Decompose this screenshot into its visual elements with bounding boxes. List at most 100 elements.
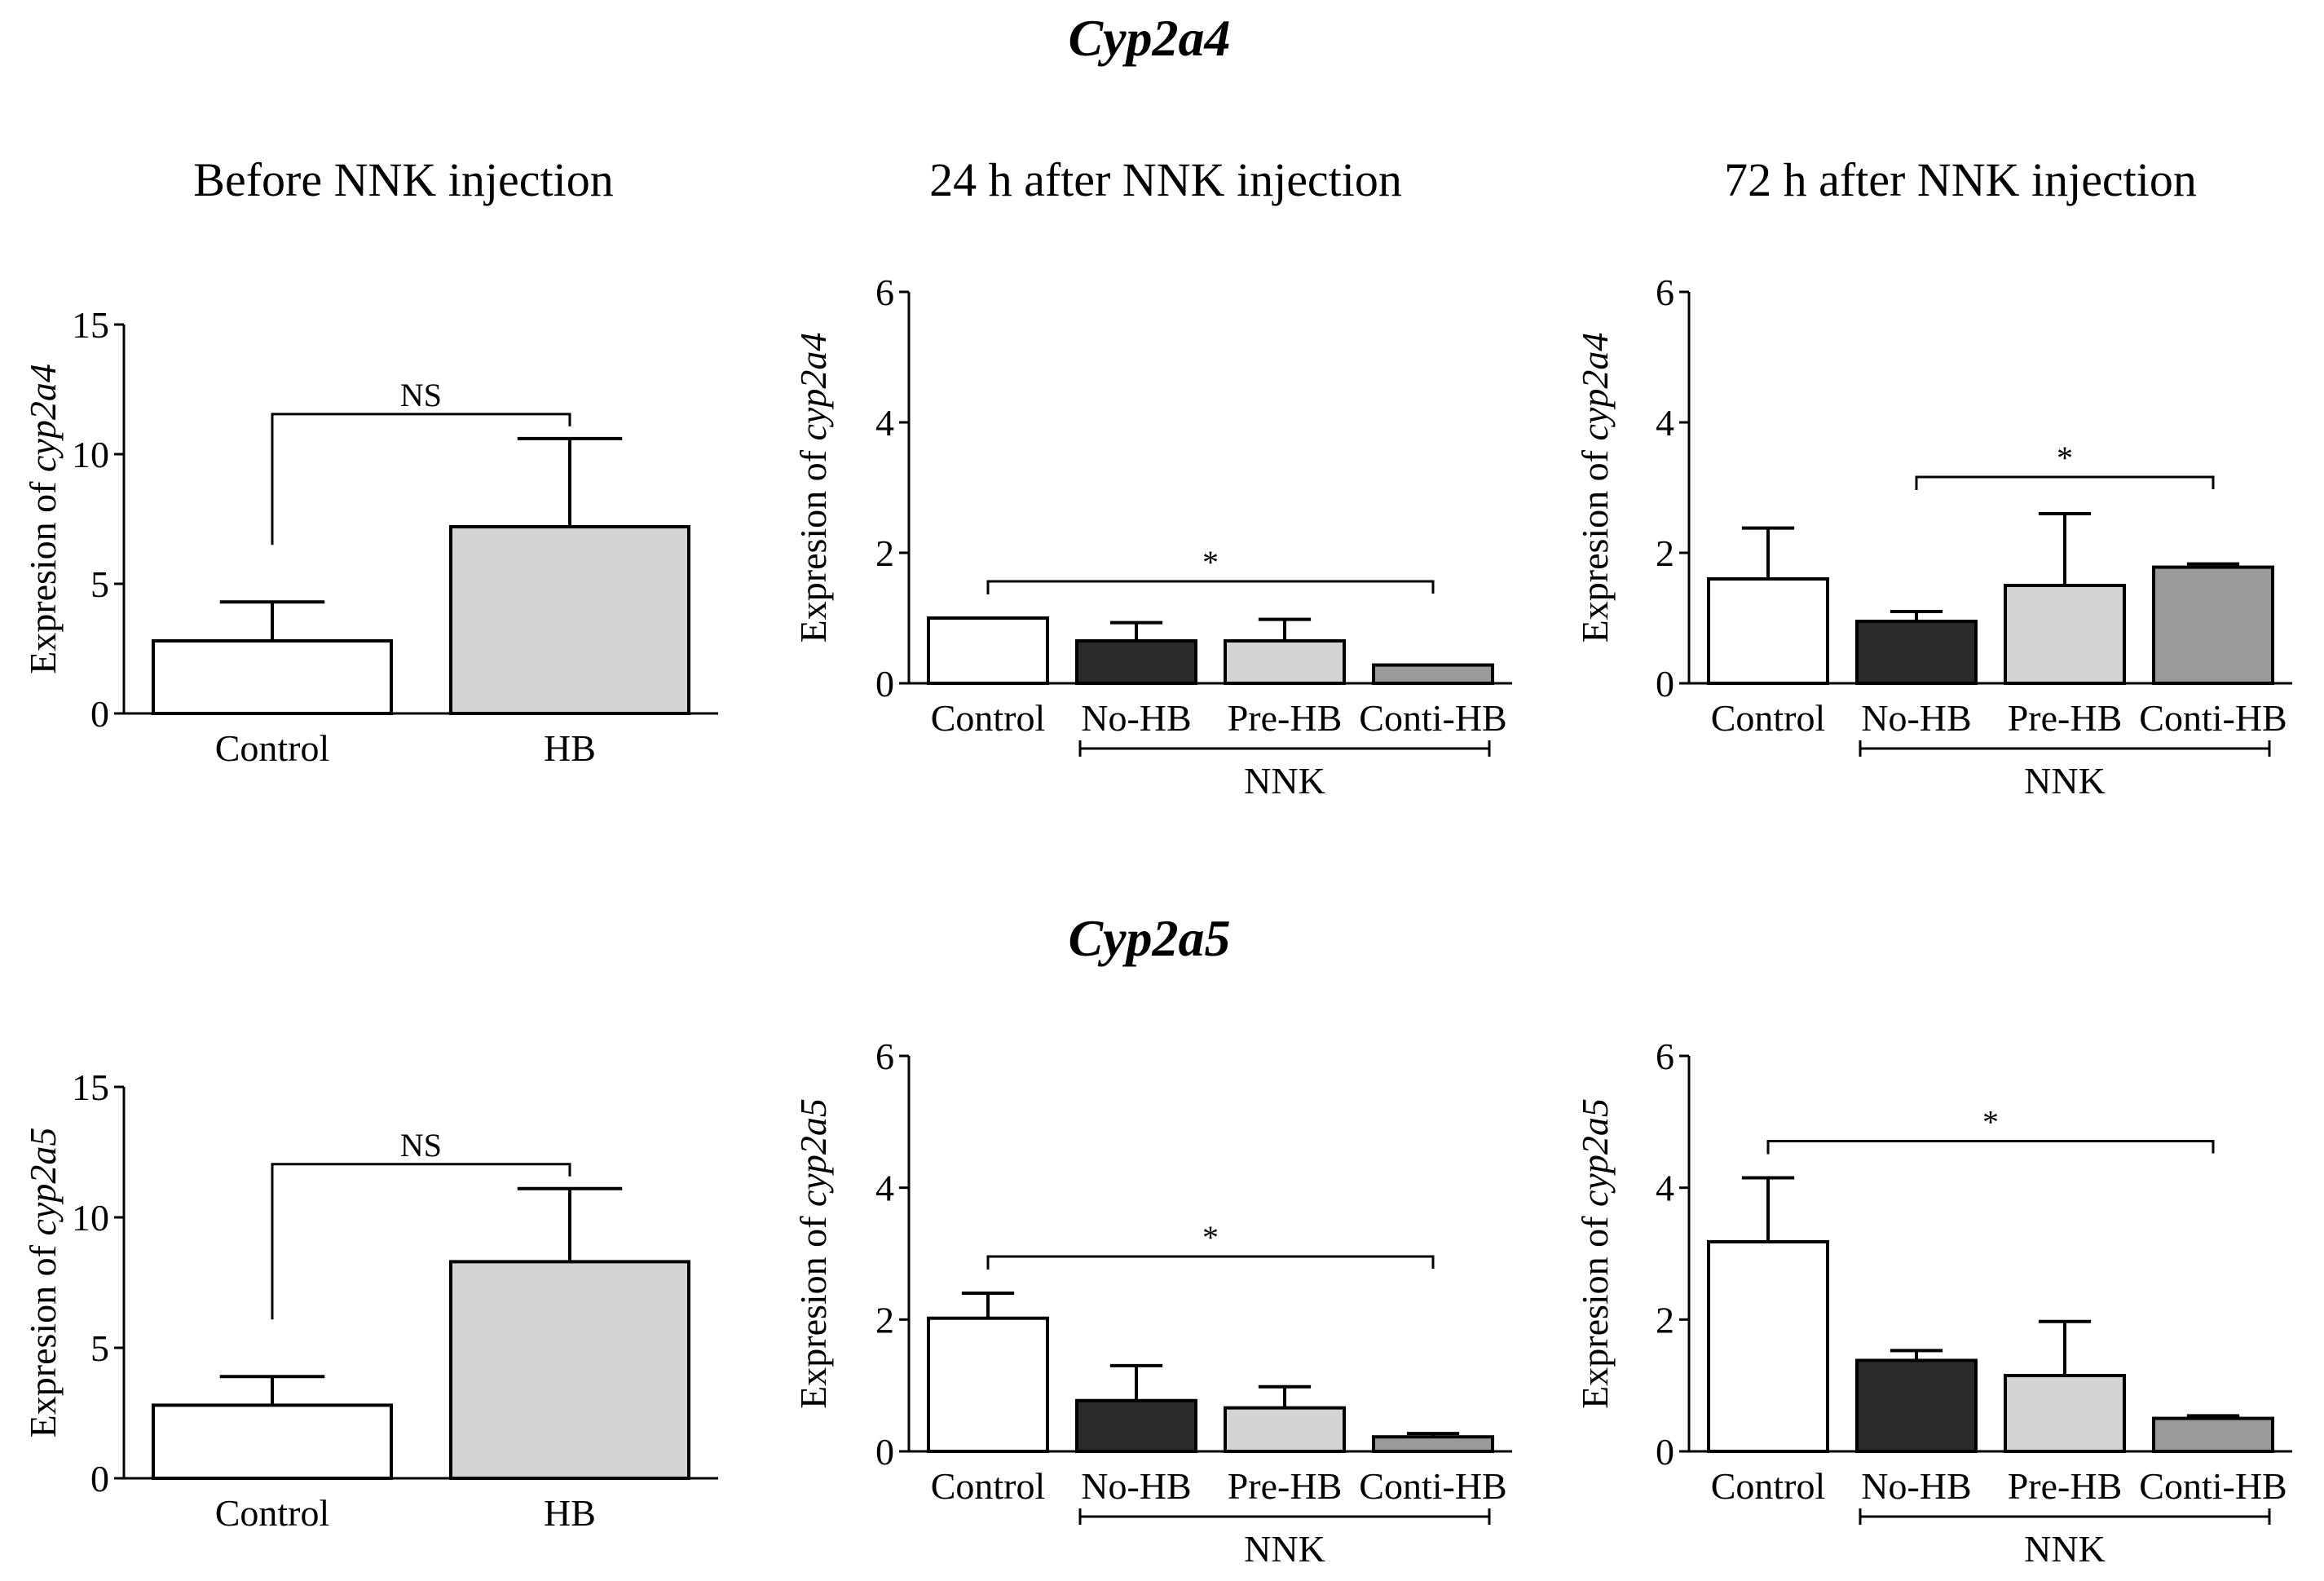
y-tick-label: 4 (1656, 402, 1674, 444)
category-label-no-hb: No-HB (1081, 697, 1191, 739)
bar-pre-hb (1224, 1406, 1346, 1454)
significance-bracket (986, 580, 1435, 594)
y-tick-label: 10 (72, 1197, 109, 1239)
y-axis-label-prefix: Expresion of (1574, 1207, 1616, 1409)
panel-title-24h: 24 h after NNK injection (929, 153, 1402, 206)
significance-label: * (1982, 1104, 1999, 1141)
bar-hb (449, 1260, 690, 1481)
significance-label: * (1202, 1219, 1219, 1256)
bar-control (152, 1403, 393, 1481)
category-label-control: Control (931, 1465, 1046, 1507)
y-tick-label: 2 (875, 1299, 894, 1340)
y-axis-label-prefix: Expresion of (792, 1207, 834, 1409)
bar-conti-hb (1372, 1435, 1494, 1454)
significance-label: NS (400, 1127, 442, 1164)
category-label-no-hb: No-HB (1861, 697, 1971, 739)
y-axis-label: Expresion of cyp2a5 (22, 1128, 64, 1438)
category-label-hb: HB (544, 1492, 596, 1534)
category-label-control: Control (1711, 1465, 1826, 1507)
bar-hb (449, 525, 690, 715)
bar-no-hb (1075, 1398, 1197, 1453)
y-tick-label: 6 (1656, 272, 1674, 313)
category-label-control: Control (215, 727, 330, 769)
significance-bracket (986, 1255, 1435, 1270)
group-bracket-nnk (1078, 740, 1491, 757)
bar-control (927, 616, 1049, 685)
y-tick-label: 6 (875, 1036, 894, 1077)
bar-pre-hb (2004, 1374, 2126, 1453)
y-tick-label: 0 (90, 1458, 109, 1499)
bar-conti-hb (2152, 1416, 2274, 1454)
group-label-nnk: NNK (1244, 1528, 1325, 1570)
significance-bracket (271, 413, 571, 545)
y-axis-label: Expresion of cyp2a5 (1574, 1098, 1616, 1409)
bar-no-hb (1855, 1358, 1978, 1453)
group-label-nnk: NNK (1244, 760, 1325, 802)
bar-control (927, 1316, 1049, 1454)
section-title-cyp2a5: Cyp2a5 (1068, 909, 1230, 967)
bar-no-hb (1855, 620, 1978, 685)
group-bracket-nnk (1859, 740, 2271, 757)
y-axis-label-gene: cyp2a4 (1574, 333, 1616, 441)
y-axis-label-prefix: Expresion of (1574, 441, 1616, 643)
category-label-pre-hb: Pre-HB (2008, 697, 2123, 739)
category-label-control: Control (215, 1492, 330, 1534)
y-tick-label: 0 (90, 693, 109, 735)
category-label-hb: HB (544, 727, 596, 769)
significance-bracket (271, 1163, 571, 1320)
y-tick-label: 0 (875, 1431, 894, 1473)
category-label-conti-hb: Conti-HB (1359, 1465, 1506, 1507)
significance-bracket (1915, 475, 2215, 490)
y-axis-label-prefix: Expresion of (792, 441, 834, 643)
y-tick-label: 0 (1656, 1431, 1674, 1473)
category-label-conti-hb: Conti-HB (2139, 697, 2287, 739)
bar-pre-hb (2004, 584, 2126, 685)
significance-label: * (2057, 439, 2073, 476)
bar-control (152, 638, 393, 716)
y-axis-label: Expresion of cyp2a4 (1574, 333, 1616, 643)
category-label-no-hb: No-HB (1861, 1465, 1971, 1507)
y-tick-label: 0 (875, 663, 894, 704)
significance-bracket (1766, 1140, 2215, 1155)
bar-no-hb (1075, 639, 1197, 685)
y-tick-label: 2 (1656, 1299, 1674, 1340)
chart-panel-2: 0 2 4 6 Expresion of cyp2a4 Control No-HB Pre-H… (792, 272, 1512, 802)
section-title-cyp2a4: Cyp2a4 (1068, 9, 1230, 67)
category-label-control: Control (931, 697, 1046, 739)
y-tick-label: 15 (72, 1067, 109, 1108)
category-label-pre-hb: Pre-HB (1228, 697, 1343, 739)
category-label-conti-hb: Conti-HB (1359, 697, 1506, 739)
category-label-control: Control (1711, 697, 1826, 739)
y-axis-label: Expresion of cyp2a5 (792, 1098, 834, 1409)
y-axis-label-gene: cyp2a5 (792, 1098, 834, 1207)
category-label-conti-hb: Conti-HB (2139, 1465, 2287, 1507)
group-label-nnk: NNK (2024, 1528, 2106, 1570)
y-tick-label: 6 (875, 272, 894, 313)
y-tick-label: 6 (1656, 1036, 1674, 1077)
y-axis-label: Expresion of cyp2a4 (792, 333, 834, 643)
y-axis-label-gene: cyp2a5 (22, 1128, 64, 1236)
bar-conti-hb (2152, 565, 2274, 685)
category-label-pre-hb: Pre-HB (2008, 1465, 2123, 1507)
bar-control (1707, 577, 1829, 685)
y-axis-label-gene: cyp2a5 (1574, 1098, 1616, 1207)
panel-title-before: Before NNK injection (193, 153, 613, 206)
group-bracket-nnk (1859, 1508, 2271, 1525)
group-label-nnk: NNK (2024, 760, 2106, 802)
chart-panel-6: 0 2 4 6 Expresion of cyp2a5 Control No-HB Pre-H… (1574, 1036, 2292, 1570)
y-axis-label-prefix: Expresion of (22, 472, 64, 674)
y-axis-label-gene: cyp2a4 (22, 364, 64, 472)
chart-panel-3: 0 2 4 6 Expresion of cyp2a4 Control No-HB Pre-H… (1574, 272, 2292, 802)
chart-panel-5: 0 2 4 6 Expresion of cyp2a5 Control No-HB Pre-H… (792, 1036, 1512, 1570)
y-axis-label-prefix: Expresion of (22, 1236, 64, 1438)
y-tick-label: 4 (875, 402, 894, 444)
bar-control (1707, 1239, 1829, 1453)
y-axis-label-gene: cyp2a4 (792, 333, 834, 441)
category-label-pre-hb: Pre-HB (1228, 1465, 1343, 1507)
y-tick-label: 2 (1656, 532, 1674, 574)
y-tick-label: 10 (72, 434, 109, 475)
